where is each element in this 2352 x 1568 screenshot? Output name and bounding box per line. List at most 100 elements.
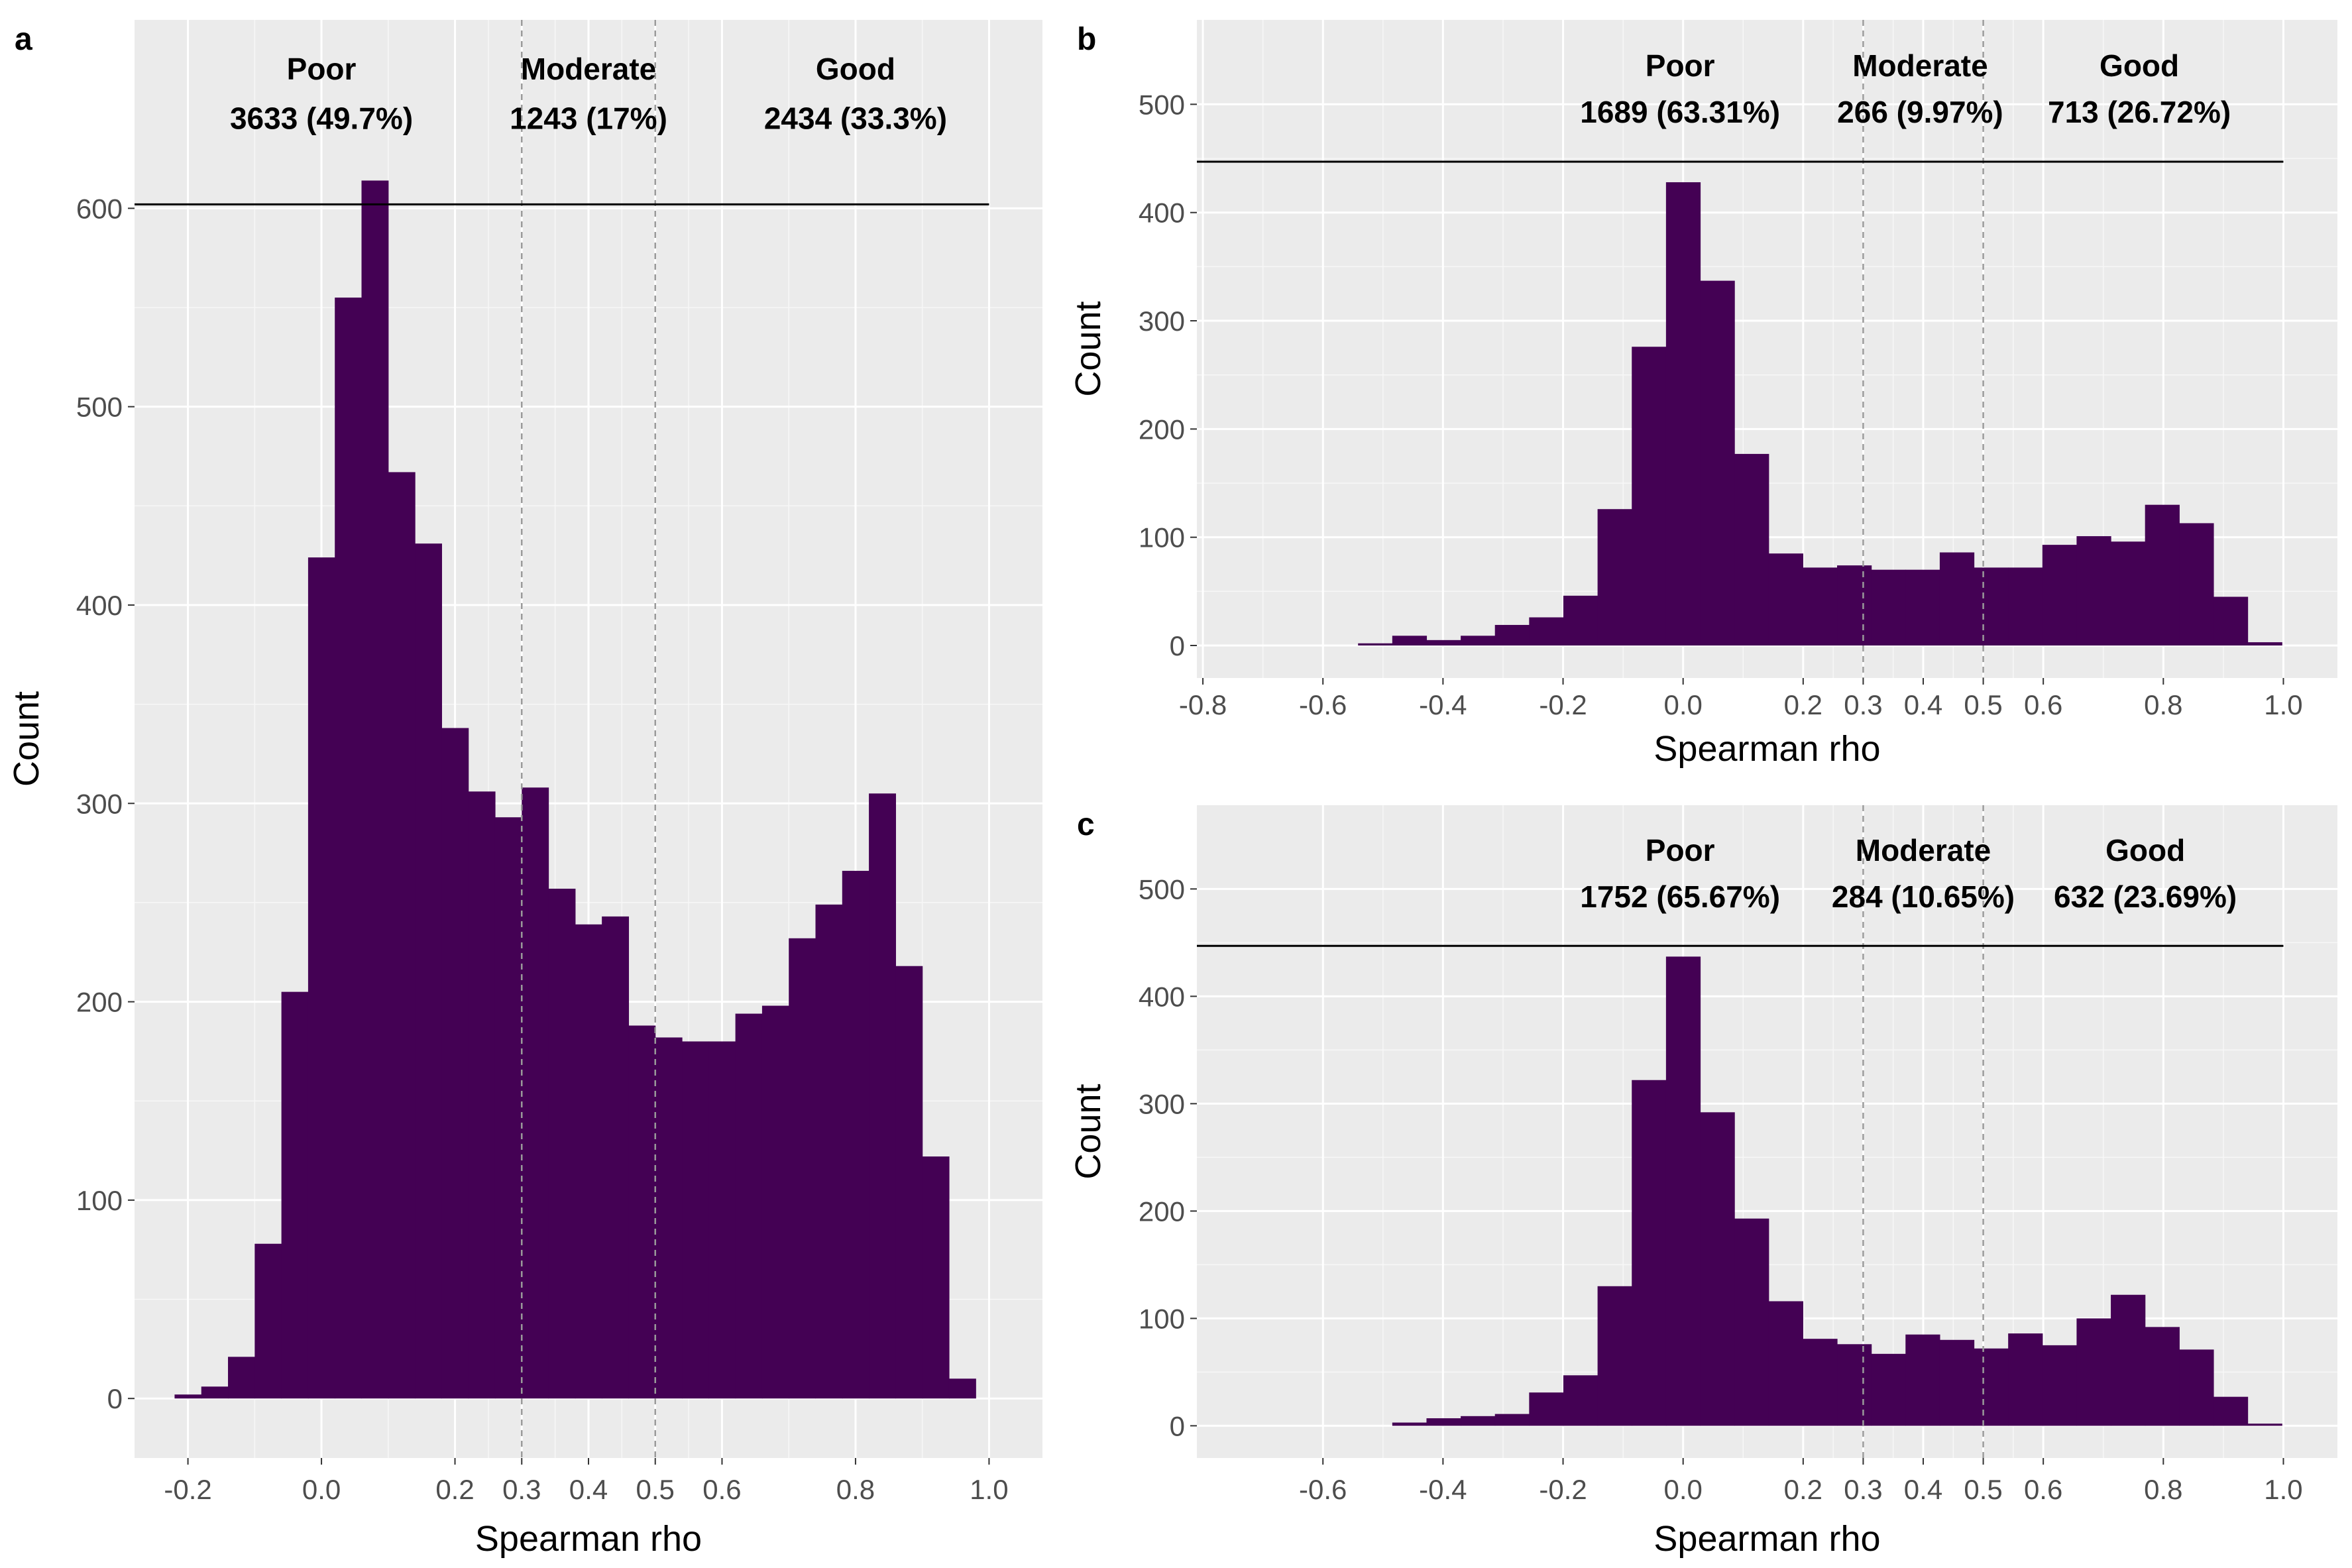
y-tick-label: 0 — [107, 1383, 123, 1414]
histogram-bar — [1905, 569, 1940, 646]
y-tick-label: 400 — [1139, 197, 1185, 229]
histogram-bar — [1563, 595, 1598, 646]
histogram-bar — [1494, 624, 1530, 646]
histogram-bar — [1734, 453, 1769, 646]
x-tick-label: 1.0 — [970, 1474, 1008, 1505]
histogram-bar — [1939, 1339, 1975, 1426]
x-tick-label: 1.0 — [2264, 689, 2302, 720]
histogram-bar — [2247, 642, 2282, 646]
histogram-bar — [1632, 347, 1667, 646]
y-tick-label: 200 — [1139, 414, 1185, 445]
y-tick-label: 200 — [1139, 1196, 1185, 1227]
histogram-bar — [361, 180, 389, 1399]
category-count-label: 713 (26.72%) — [2048, 95, 2231, 129]
y-tick-label: 500 — [1139, 873, 1185, 905]
y-axis-title: Count — [7, 691, 46, 787]
histogram-bar — [1529, 617, 1564, 646]
histogram-bar — [1700, 1112, 1735, 1426]
histogram-bar — [575, 924, 602, 1399]
x-tick-label: 0.6 — [2024, 689, 2062, 720]
histogram-bar — [708, 1041, 736, 1399]
x-tick-label: 0.4 — [569, 1474, 608, 1505]
histogram-bar — [922, 1156, 950, 1399]
category-count-label: 284 (10.65%) — [1832, 879, 2015, 914]
histogram-bar — [789, 938, 816, 1399]
x-tick-label: 0.8 — [836, 1474, 875, 1505]
histogram-bar — [548, 888, 576, 1399]
histogram-bar — [415, 543, 442, 1399]
histogram-bar — [842, 871, 869, 1399]
histogram-bar — [2111, 1294, 2146, 1426]
histogram-bar — [2213, 596, 2249, 646]
histogram-bar — [761, 1005, 789, 1399]
x-tick-label: -0.4 — [1419, 689, 1467, 720]
category-name-label: Poor — [1646, 833, 1715, 868]
x-tick-label: -0.6 — [1299, 689, 1347, 720]
panel-c: Poor 1752 (65.67%) Moderate 284 (10.65%) Goo… — [1068, 805, 2337, 1559]
histogram-bar — [1768, 553, 1803, 646]
histogram-bar — [1803, 567, 1838, 646]
histogram-bar — [1837, 565, 1872, 646]
y-tick-label: 300 — [76, 788, 123, 819]
y-tick-label: 500 — [1139, 89, 1185, 120]
category-name-label: Moderate — [521, 52, 656, 86]
y-tick-label: 100 — [76, 1185, 123, 1216]
histogram-bar — [2213, 1396, 2249, 1426]
x-tick-label: -0.8 — [1179, 689, 1227, 720]
histogram-bar — [2111, 541, 2146, 646]
histogram-bar — [2042, 1345, 2078, 1426]
histogram-bar — [2179, 1349, 2214, 1426]
y-tick-label: 400 — [76, 590, 123, 621]
x-tick-label: -0.6 — [1299, 1474, 1347, 1505]
histogram-bar — [1905, 1334, 1940, 1426]
x-tick-label: 0.2 — [1784, 689, 1822, 720]
histogram-bar — [1597, 509, 1632, 646]
histogram-bar — [1665, 182, 1701, 646]
category-count-label: 3633 (49.7%) — [230, 101, 413, 136]
x-tick-label: -0.4 — [1419, 1474, 1467, 1505]
category-count-label: 266 (9.97%) — [1837, 95, 2003, 129]
histogram-bar — [655, 1037, 683, 1399]
histogram-bar — [948, 1378, 976, 1399]
histogram-bar — [1392, 636, 1428, 646]
histogram-bar — [602, 916, 630, 1399]
histogram-bar — [1529, 1392, 1564, 1426]
category-name-label: Poor — [287, 52, 357, 86]
x-tick-label: 0.2 — [435, 1474, 474, 1505]
histogram-bar — [1700, 280, 1735, 646]
histogram-bar — [2008, 567, 2043, 646]
histogram-bar — [468, 791, 496, 1399]
category-name-label: Moderate — [1856, 833, 1991, 868]
histogram-bar — [2145, 504, 2180, 646]
histogram-bar — [1768, 1301, 1803, 1426]
x-tick-label: 0.0 — [302, 1474, 341, 1505]
histogram-bar — [441, 728, 469, 1399]
y-tick-label: 100 — [1139, 522, 1185, 553]
y-tick-label: 500 — [76, 392, 123, 423]
category-count-label: 1752 (65.67%) — [1580, 879, 1780, 914]
y-tick-label: 600 — [76, 193, 123, 224]
histogram-bar — [388, 472, 416, 1399]
histogram-bar — [815, 904, 843, 1399]
x-tick-label: 0.6 — [702, 1474, 741, 1505]
histogram-bar — [735, 1013, 763, 1399]
y-tick-label: 300 — [1139, 306, 1185, 337]
histogram-bar — [1734, 1218, 1769, 1426]
x-axis-title: Spearman rho — [475, 1519, 702, 1559]
x-tick-label: 0.8 — [2144, 689, 2182, 720]
x-tick-label: 0.5 — [1964, 689, 2002, 720]
x-tick-label: 1.0 — [2264, 1474, 2302, 1505]
histogram-bar — [2076, 1318, 2111, 1426]
x-tick-label: 0.3 — [1844, 1474, 1882, 1505]
histogram-bar — [682, 1041, 709, 1399]
histogram-bar — [335, 298, 363, 1399]
x-tick-label: 0.5 — [1964, 1474, 2002, 1505]
x-tick-label: 0.5 — [636, 1474, 675, 1505]
histogram-bar — [2008, 1333, 2043, 1426]
histogram-bar — [1974, 1348, 2009, 1426]
histogram-bar — [1563, 1375, 1598, 1426]
histogram-bar — [1597, 1286, 1632, 1426]
x-tick-label: 0.0 — [1663, 1474, 1702, 1505]
category-name-label: Good — [816, 52, 895, 86]
histogram-bar — [2076, 536, 2111, 646]
